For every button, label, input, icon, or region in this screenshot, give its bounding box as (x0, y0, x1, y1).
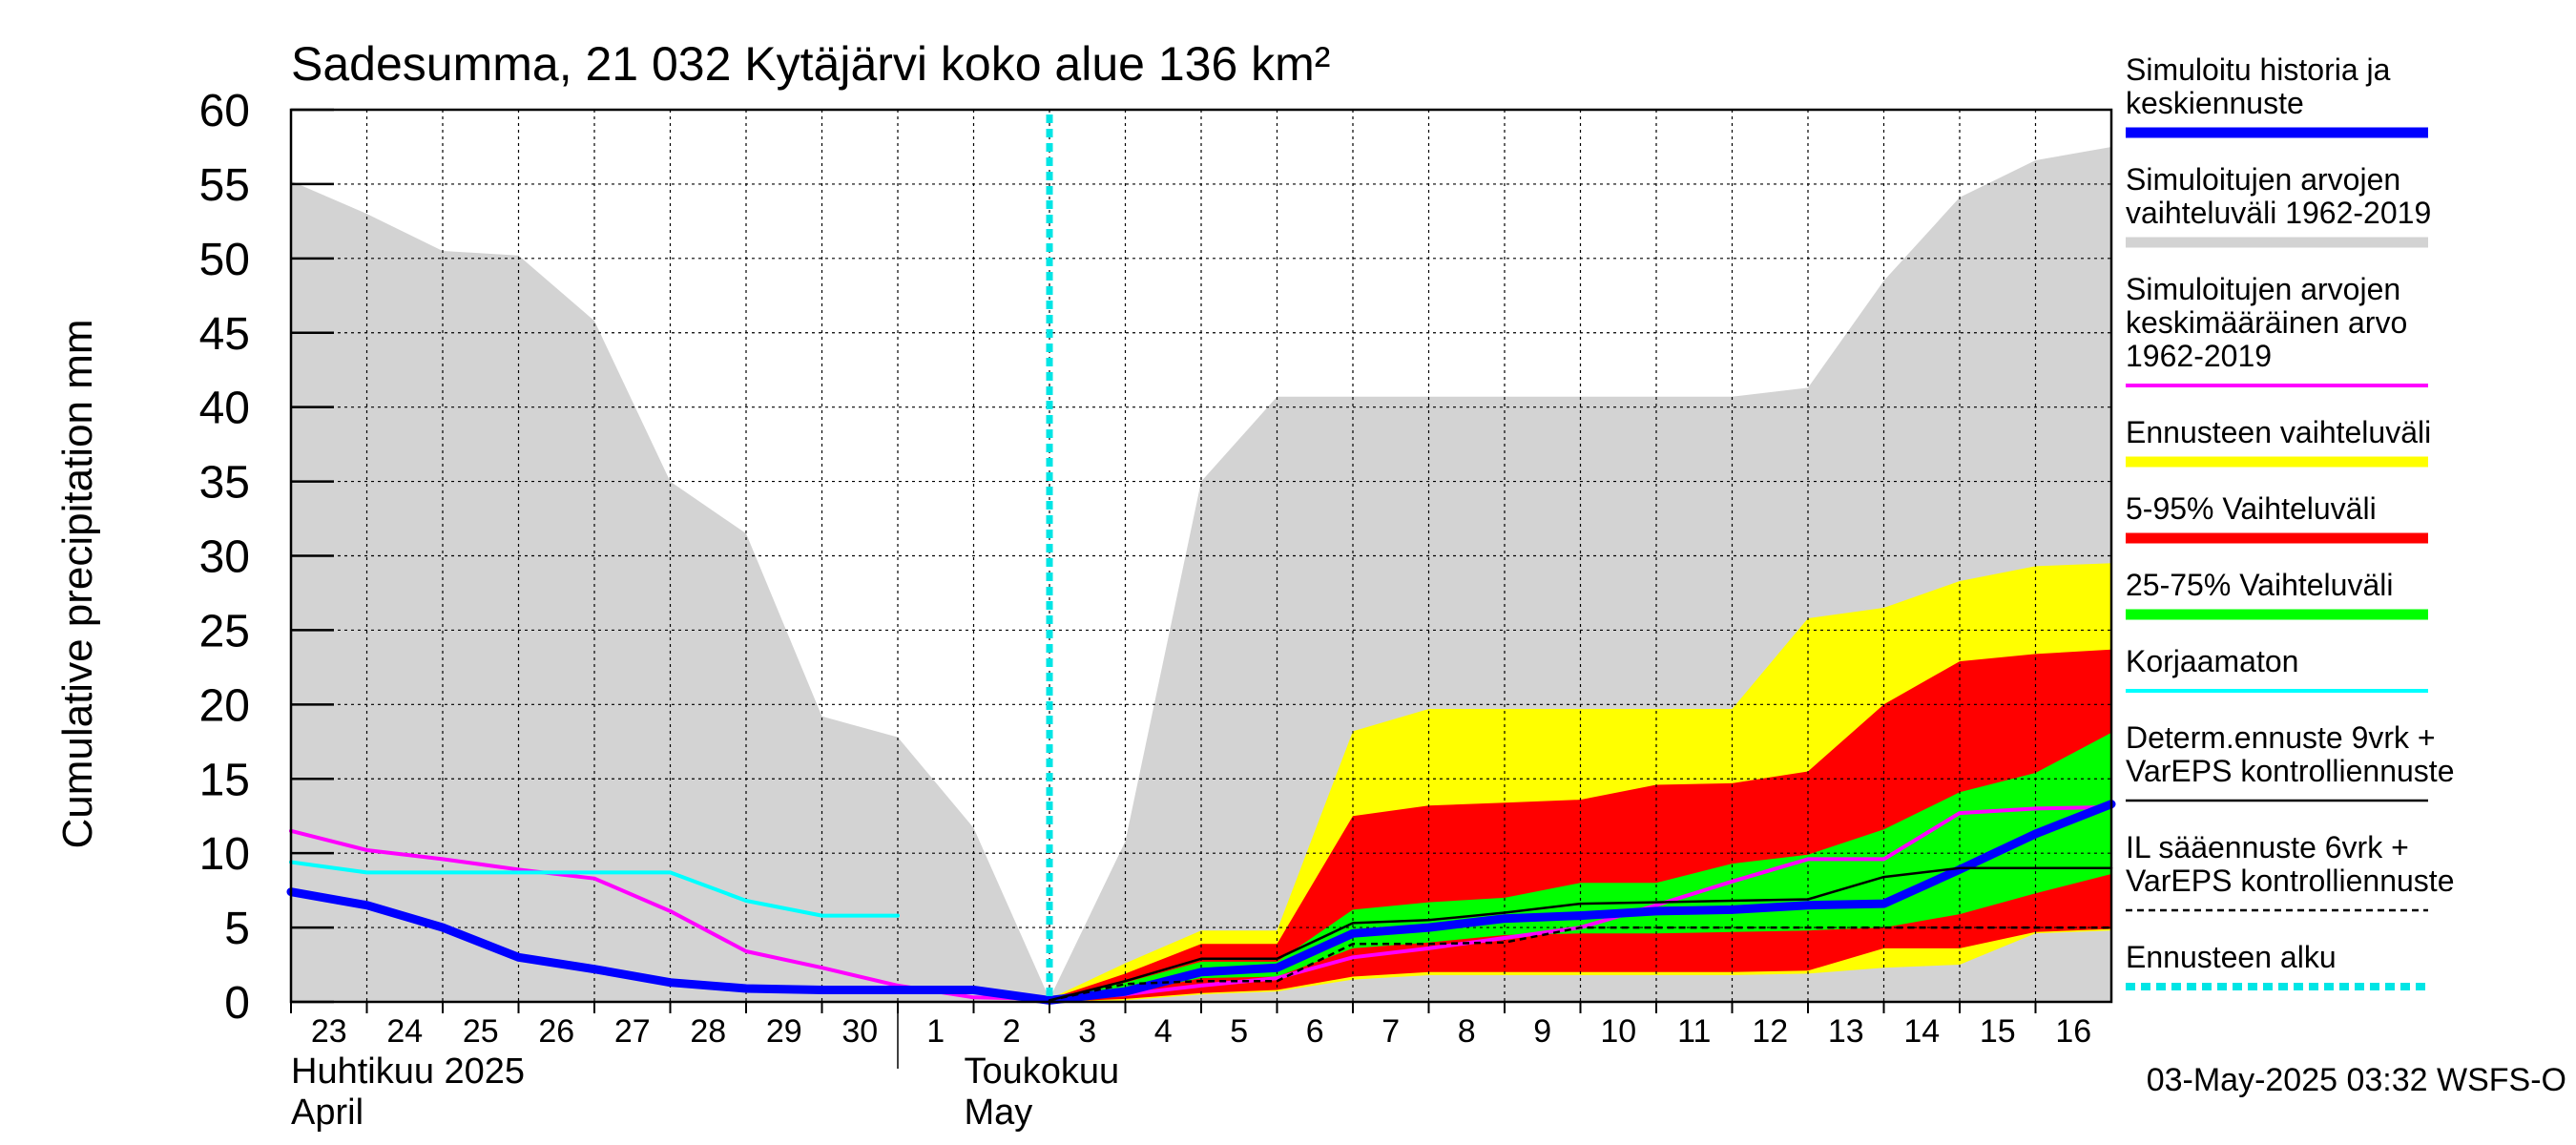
legend-label: keskiennuste (2126, 86, 2304, 120)
x-tick-label: 10 (1600, 1013, 1636, 1050)
footer-timestamp: 03-May-2025 03:32 WSFS-O (2147, 1062, 2566, 1098)
y-tick-label: 25 (199, 606, 250, 656)
band-25-75-vaihteluvali (1049, 732, 2111, 1002)
legend-label: Korjaamaton (2126, 644, 2298, 678)
y-tick-label: 5 (224, 904, 250, 954)
y-tick-label: 0 (224, 978, 250, 1029)
legend-label: Determ.ennuste 9vrk + (2126, 720, 2436, 755)
legend-label: Ennusteen alku (2126, 940, 2337, 974)
month-label-en: May (965, 1093, 1033, 1133)
legend-label: Simuloitujen arvojen (2126, 162, 2400, 197)
x-tick-label: 29 (766, 1013, 802, 1050)
series-determ-ennuste-9vrk-vareps-kontrolliennuste (1048, 866, 2113, 1002)
legend-label: Simuloitu historia ja (2126, 52, 2391, 87)
x-tick-label: 23 (311, 1013, 347, 1050)
legend-label: Simuloitujen arvojen (2126, 272, 2400, 306)
x-tick-label: 1 (926, 1013, 945, 1050)
line-layer (286, 114, 2116, 1005)
x-tick-label: 6 (1306, 1013, 1324, 1050)
legend-label: vaihteluväli 1962-2019 (2126, 196, 2431, 230)
legend-label: Ennusteen vaihteluväli (2126, 415, 2431, 449)
y-axis-label: Cumulative precipitation mm (54, 319, 101, 848)
x-tick-label: 26 (538, 1013, 574, 1050)
legend-label: 25-75% Vaihteluväli (2126, 568, 2393, 602)
x-tick-label: 14 (1903, 1013, 1940, 1050)
x-tick-label: 3 (1078, 1013, 1096, 1050)
y-tick-label: 40 (199, 384, 250, 434)
x-tick-label: 2 (1003, 1013, 1021, 1050)
legend-label: VarEPS kontrolliennuste (2126, 754, 2454, 788)
x-tick-label: 24 (386, 1013, 423, 1050)
y-tick-label: 15 (199, 755, 250, 805)
x-tick-label: 9 (1533, 1013, 1551, 1050)
x-tick-label: 11 (1677, 1013, 1711, 1050)
series-simuloitu-historia-ja-keskiennuste (286, 800, 2116, 1005)
grid-layer (291, 110, 2111, 1002)
y-tick-label: 60 (199, 86, 250, 136)
chart-title: Sadesumma, 21 032 Kytäjärvi koko alue 13… (291, 37, 1330, 91)
x-tick-label: 25 (463, 1013, 499, 1050)
y-tick-label: 35 (199, 458, 250, 509)
x-tick-label: 8 (1458, 1013, 1476, 1050)
month-label-fi: Toukokuu (965, 1051, 1120, 1092)
y-tick-label: 50 (199, 235, 250, 285)
x-tick-label: 15 (1980, 1013, 2016, 1050)
series-simuloitujen-arvojen-keskimaarainen-arvo-1962-2019 (289, 804, 2113, 1001)
x-tick-label: 5 (1230, 1013, 1248, 1050)
legend-label: IL sääennuste 6vrk + (2126, 830, 2409, 864)
month-label-fi: Huhtikuu 2025 (291, 1051, 525, 1092)
y-tick-label: 20 (199, 680, 250, 731)
y-tick-label: 30 (199, 532, 250, 583)
legend-label: 1962-2019 (2126, 339, 2272, 373)
y-tick-label: 45 (199, 309, 250, 360)
month-label-en: April (291, 1093, 364, 1133)
x-tick-label: 28 (690, 1013, 726, 1050)
legend-label: 5-95% Vaihteluväli (2126, 491, 2377, 526)
y-tick-label: 55 (199, 160, 250, 211)
legend-label: keskimääräinen arvo (2126, 305, 2407, 340)
x-tick-label: 12 (1752, 1013, 1788, 1050)
x-tick-label: 27 (614, 1013, 651, 1050)
x-tick-label: 16 (2055, 1013, 2091, 1050)
series-korjaamaton (289, 860, 900, 918)
x-tick-label: 4 (1154, 1013, 1173, 1050)
x-tick-label: 13 (1828, 1013, 1864, 1050)
series-il-saaennuste-6vrk-vareps-kontrolliennuste (1049, 926, 2111, 1002)
x-tick-label: 7 (1381, 1013, 1400, 1050)
y-tick-label: 10 (199, 829, 250, 880)
x-tick-label: 30 (841, 1013, 878, 1050)
legend-label: VarEPS kontrolliennuste (2126, 864, 2454, 898)
